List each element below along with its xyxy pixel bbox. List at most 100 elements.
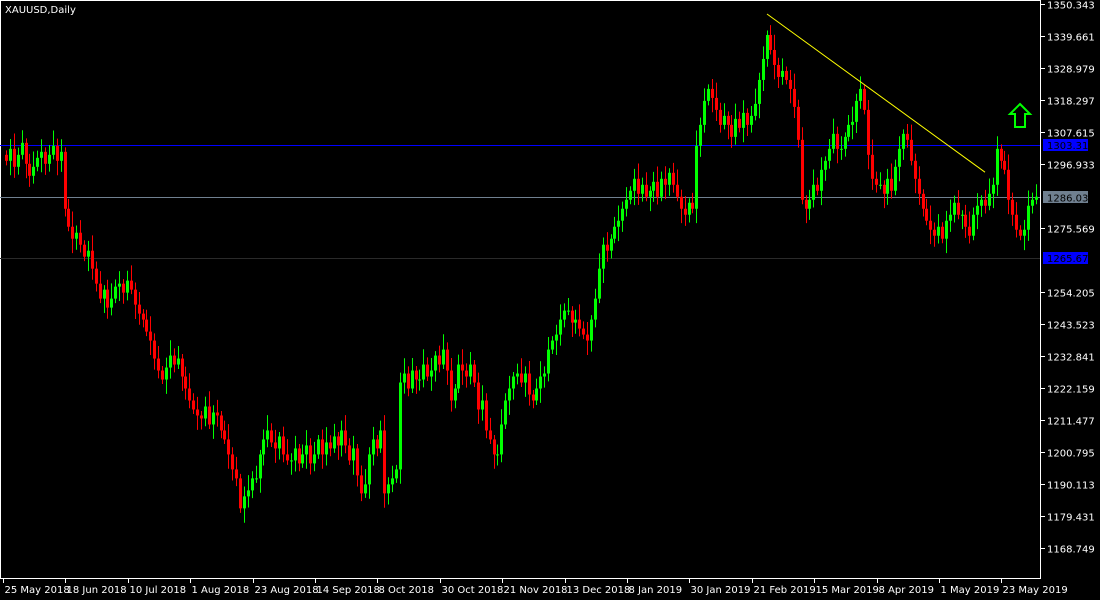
- candle-body: [1019, 229, 1022, 236]
- candle-body: [871, 154, 874, 179]
- candle-body: [984, 199, 987, 206]
- candle-body: [489, 430, 492, 440]
- time-tick-label: 1 May 2019: [941, 585, 1000, 596]
- price-tick-label: 1296.933: [1047, 161, 1095, 172]
- candle-body: [71, 226, 74, 239]
- candle-body: [500, 424, 503, 455]
- candle-body: [251, 478, 254, 491]
- candle-body: [243, 496, 246, 509]
- candle-body: [294, 448, 297, 461]
- price-tick-label: 1211.477: [1047, 417, 1095, 428]
- candle-body: [586, 334, 589, 341]
- candle-body: [894, 166, 897, 191]
- candle-body: [87, 250, 90, 257]
- candle-body: [555, 334, 558, 341]
- candle-body: [684, 208, 687, 215]
- candle-body: [918, 178, 921, 194]
- candle-body: [1027, 205, 1030, 230]
- candle-body: [535, 388, 538, 401]
- candle-body: [922, 193, 925, 209]
- candle-body: [446, 349, 449, 371]
- candle-body: [512, 376, 515, 389]
- candle-body: [450, 370, 453, 401]
- candle-body: [493, 439, 496, 455]
- candle-body: [130, 280, 133, 290]
- candle-body: [859, 88, 862, 101]
- candle-body: [21, 142, 24, 155]
- candle-body: [672, 172, 675, 185]
- price-line-label: 1303.311: [1047, 141, 1095, 152]
- candle-body: [820, 169, 823, 191]
- candle-body: [637, 178, 640, 194]
- candle-body: [988, 193, 991, 206]
- candle-body: [477, 382, 480, 410]
- candle-body: [828, 148, 831, 161]
- candle-body: [563, 310, 566, 320]
- candle-body: [212, 412, 215, 425]
- time-tick-label: 23 Aug 2018: [255, 585, 319, 596]
- price-tick-label: 1275.569: [1047, 225, 1095, 236]
- candle-body: [395, 469, 398, 479]
- time-tick-label: 25 May 2018: [5, 585, 70, 596]
- candle-body: [126, 280, 129, 293]
- price-tick-label: 1318.297: [1047, 97, 1095, 108]
- candle-body: [110, 298, 113, 308]
- candle-body: [387, 484, 390, 494]
- candle-body: [274, 442, 277, 449]
- candle-body: [372, 439, 375, 455]
- time-tick-label: 15 Mar 2019: [816, 585, 879, 596]
- candle-body: [847, 124, 850, 137]
- candle-body: [582, 328, 585, 335]
- candle-body: [883, 184, 886, 194]
- candle-body: [539, 376, 542, 389]
- candle-body: [67, 208, 70, 227]
- time-tick-label: 23 May 2019: [1003, 585, 1068, 596]
- candle-body: [376, 439, 379, 449]
- candle-body: [602, 244, 605, 269]
- candle-body: [227, 439, 230, 455]
- candle-body: [707, 88, 710, 101]
- candle-body: [301, 454, 304, 464]
- candles: [5, 25, 1038, 523]
- candle-body: [348, 445, 351, 461]
- price-tick-label: 1232.841: [1047, 353, 1095, 364]
- candle-body: [309, 445, 312, 464]
- candle-body: [980, 199, 983, 206]
- candle-body: [766, 34, 769, 59]
- candle-body: [165, 367, 168, 380]
- candle-body: [391, 478, 394, 485]
- price-tick-label: 1350.343: [1047, 1, 1095, 12]
- candle-body: [40, 151, 43, 158]
- candle-body: [532, 394, 535, 401]
- candle-body: [1035, 196, 1038, 200]
- candle-body: [610, 238, 613, 251]
- price-tick-label: 1222.159: [1047, 385, 1095, 396]
- candle-body: [754, 103, 757, 116]
- candle-body: [114, 286, 117, 299]
- candle-body: [957, 202, 960, 215]
- candle-body: [103, 289, 106, 299]
- candle-body: [465, 370, 468, 377]
- candle-body: [516, 373, 519, 377]
- candle-body: [325, 442, 328, 455]
- candle-body: [64, 151, 67, 209]
- candle-body: [5, 154, 8, 161]
- candle-body: [738, 118, 741, 128]
- candle-body: [454, 388, 457, 401]
- candle-body: [48, 154, 51, 164]
- time-tick-label: 30 Jan 2019: [691, 585, 751, 596]
- candle-body: [551, 340, 554, 350]
- candle-body: [134, 289, 137, 305]
- candle-body: [867, 109, 870, 155]
- price-axis: 1350.343 1339.661 1328.979 1318.297 1307.615…: [1040, 0, 1095, 578]
- candle-body: [368, 454, 371, 485]
- candle-body: [750, 115, 753, 125]
- candle-body: [777, 64, 780, 77]
- candle-body: [613, 226, 616, 239]
- candle-body: [122, 283, 125, 293]
- candle-body: [231, 454, 234, 470]
- horizontal-lines: [0, 145, 1040, 259]
- candle-body: [106, 289, 109, 308]
- candle-body: [629, 190, 632, 200]
